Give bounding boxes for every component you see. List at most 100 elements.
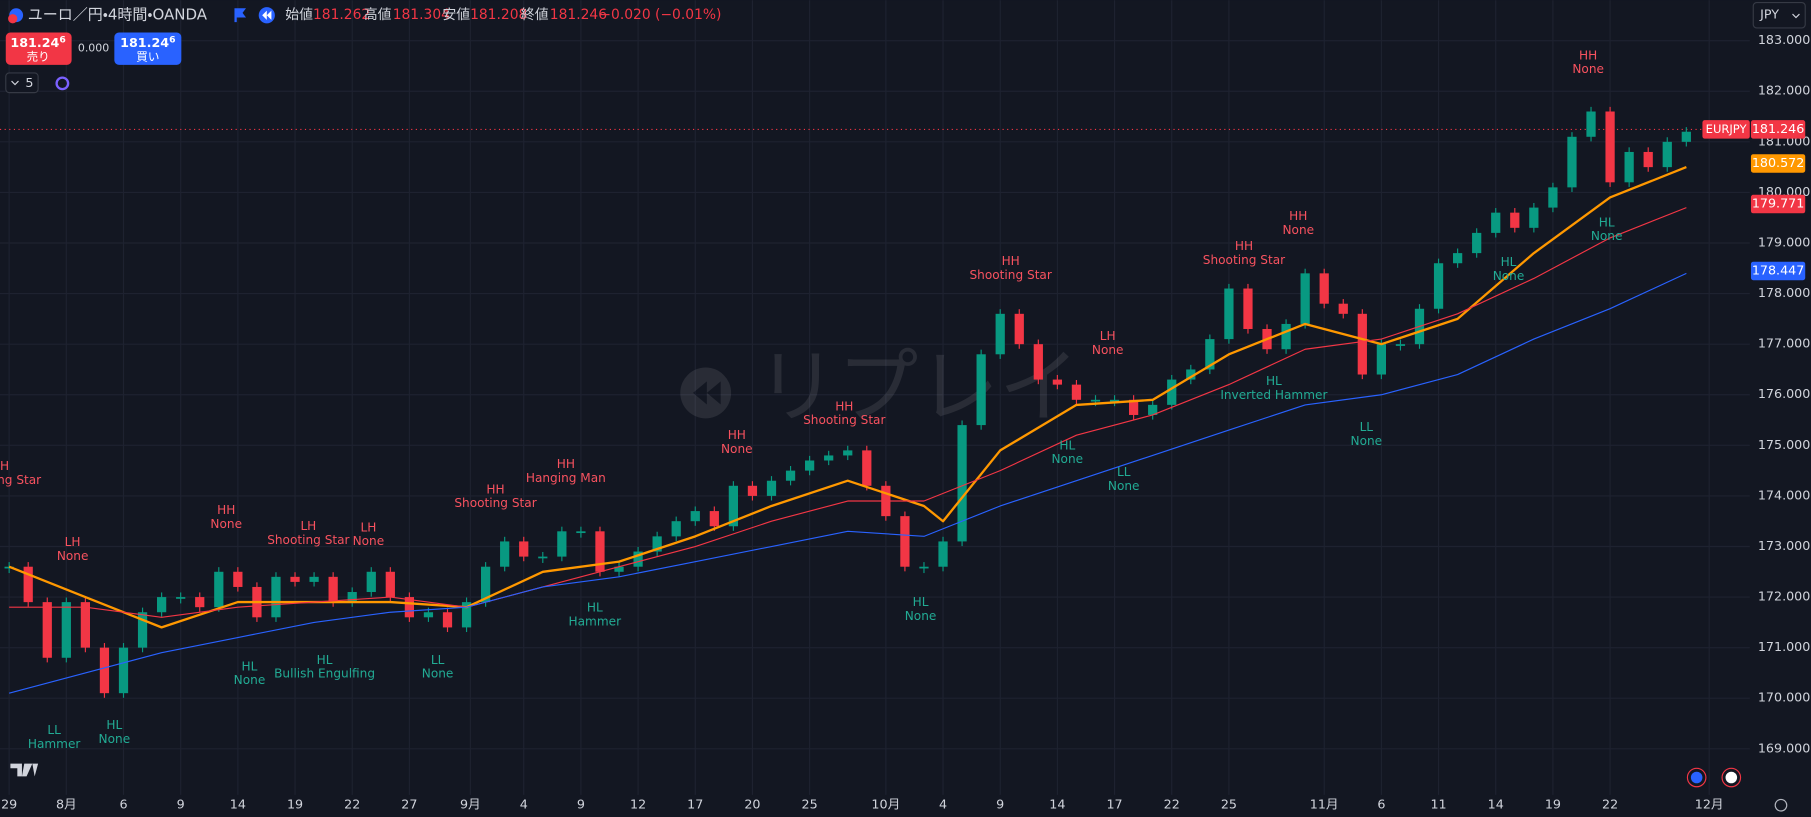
x-tick-label: 14	[1488, 797, 1504, 812]
pattern-label: None	[905, 609, 937, 623]
x-tick-label: 14	[230, 797, 246, 812]
candle	[1014, 313, 1024, 345]
pattern-label: HH	[217, 503, 235, 517]
candle	[557, 531, 567, 557]
pattern-label: Bullish Engulfing	[274, 667, 375, 681]
pattern-label: Shooting Star	[0, 473, 41, 487]
axes: 169.000170.000171.000172.000173.000174.0…	[1, 32, 1810, 812]
pattern-label: Hammer	[28, 737, 81, 751]
x-tick-label: 10月	[871, 797, 900, 812]
watermark-icon	[680, 367, 732, 419]
sell-price-sup[interactable]: 6	[59, 34, 65, 45]
sell-price-main[interactable]: 181.24	[10, 34, 59, 49]
pattern-label: HH	[1289, 209, 1307, 223]
candle	[690, 511, 700, 522]
spread: 0.000	[78, 42, 109, 55]
candle	[1548, 187, 1558, 208]
sell-label[interactable]: 売り	[27, 49, 50, 63]
candle	[176, 597, 186, 599]
pattern-label: LL	[1360, 420, 1374, 434]
pattern-label: LH	[300, 519, 316, 533]
pattern-label: HL	[1059, 438, 1075, 452]
candle	[404, 597, 415, 618]
pattern-label: None	[422, 667, 454, 681]
pattern-label: LH	[1100, 329, 1116, 343]
buy-button[interactable]: 181.246 買い	[114, 32, 182, 65]
candle	[1148, 404, 1158, 415]
candle	[824, 455, 834, 461]
price-badge	[1750, 261, 1806, 281]
pattern-label: LH	[360, 520, 376, 534]
indicators-toggle-bg[interactable]	[5, 72, 39, 94]
buy-button-bg[interactable]	[114, 32, 182, 65]
candle	[1376, 344, 1387, 375]
indicators-count[interactable]: 5	[25, 75, 33, 90]
candle	[900, 516, 910, 567]
candle	[1395, 344, 1406, 346]
currency-button-bg[interactable]	[1752, 1, 1806, 29]
pattern-label: HL	[913, 595, 929, 609]
flag-icon[interactable]	[234, 8, 247, 23]
pattern-label: LL	[47, 723, 61, 737]
pattern-label: None	[234, 673, 266, 687]
buy-price-main[interactable]: 181.24	[120, 34, 169, 49]
chevron-icon[interactable]	[1792, 13, 1800, 19]
candle	[1109, 399, 1120, 402]
candle	[328, 576, 338, 603]
pattern-label: Shooting Star	[454, 496, 536, 510]
symbol-title[interactable]: ユーロ／円・4時間・OANDA	[28, 6, 208, 24]
pattern-label: HL	[106, 718, 122, 732]
x-tick-label: 12	[630, 797, 646, 812]
sync-icon[interactable]	[55, 76, 70, 91]
currency-button[interactable]: JPY	[1752, 1, 1806, 29]
candle	[118, 647, 129, 694]
pattern-label: HH	[835, 399, 853, 413]
indicators-toggle[interactable]: 5	[5, 72, 39, 94]
ohlc-value: 181.304	[393, 7, 450, 23]
y-tick-label: 176.000	[1758, 386, 1810, 401]
candle	[423, 612, 434, 618]
y-tick-label: 177.000	[1758, 336, 1810, 351]
candle	[785, 470, 796, 481]
sell-button[interactable]: 181.246 売り	[5, 32, 72, 65]
chevron-icon[interactable]	[11, 80, 19, 86]
y-tick-label: 172.000	[1758, 589, 1810, 604]
candle	[1357, 313, 1367, 375]
pattern-label: LL	[431, 653, 445, 667]
candle	[1128, 399, 1139, 415]
pattern-label: HH	[486, 482, 504, 496]
price-badge	[1750, 120, 1806, 139]
candle	[1167, 379, 1177, 405]
y-tick-label: 173.000	[1758, 538, 1810, 553]
buy-price[interactable]: 181.246	[120, 34, 175, 49]
ohlc-label: 終値	[521, 7, 549, 23]
price-badge	[1750, 194, 1806, 214]
y-tick-label: 170.000	[1758, 690, 1810, 705]
y-tick-label: 175.000	[1758, 437, 1810, 452]
buy-price-sup[interactable]: 6	[169, 34, 175, 45]
pattern-label: HL	[587, 601, 603, 615]
pattern-label: HH	[557, 457, 575, 471]
candle	[538, 556, 548, 559]
candle	[1662, 141, 1672, 168]
pattern-label: None	[1493, 269, 1525, 283]
buy-label[interactable]: 買い	[136, 49, 159, 63]
sell-price[interactable]: 181.246	[10, 34, 65, 49]
x-tick-label: 4	[939, 797, 947, 812]
logo[interactable]	[10, 763, 39, 777]
candle	[1243, 288, 1253, 329]
candle	[233, 571, 243, 587]
y-tick-label: 182.000	[1758, 83, 1810, 98]
ohlc-label: 始値	[285, 7, 313, 23]
axis-settings-icon[interactable]	[1774, 798, 1788, 812]
candle	[1052, 379, 1063, 385]
candle	[995, 313, 1005, 355]
currency[interactable]: JPY	[1759, 7, 1779, 22]
pattern-label: Shooting Star	[970, 268, 1052, 282]
x-tick-label: 9月	[460, 797, 481, 812]
pattern-label: HH	[0, 459, 9, 473]
sell-button-bg[interactable]	[5, 32, 72, 65]
